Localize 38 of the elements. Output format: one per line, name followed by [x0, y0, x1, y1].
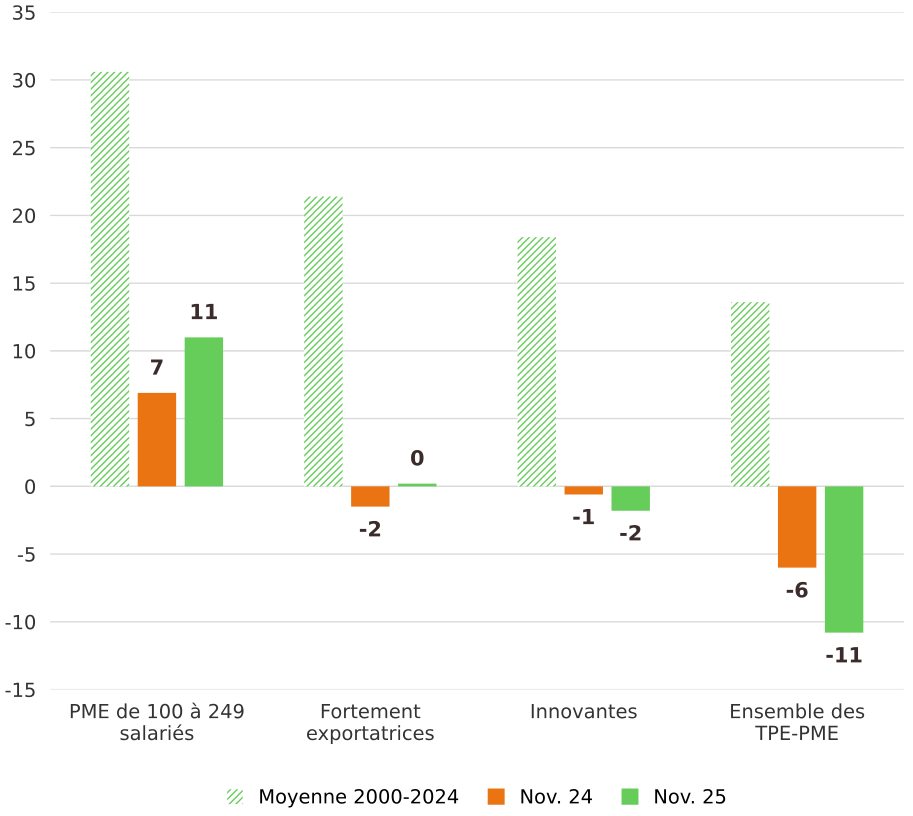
data-label: 11 [192, 304, 217, 320]
data-label: -6 [786, 582, 808, 598]
x-tick-label: Ensemble des TPE-PME [731, 703, 864, 740]
y-tick-label: 35 [13, 5, 35, 20]
data-label: -2 [360, 520, 380, 536]
legend-label: Moyenne 2000-2024 [260, 789, 458, 808]
bar [138, 392, 176, 486]
data-label: 0 [411, 450, 424, 466]
bar [518, 237, 556, 486]
data-label: -11 [826, 647, 862, 662]
legend-label: Nov. 25 [655, 789, 726, 804]
bar [304, 196, 343, 486]
y-tick-label: 25 [13, 140, 35, 156]
y-tick-label: 5 [25, 412, 35, 426]
bar [611, 486, 650, 511]
y-tick-label: 10 [14, 344, 36, 359]
y-tick-label: 0 [25, 479, 36, 494]
x-tick-label: Innovantes [532, 704, 637, 718]
x-tick-label: PME de 100 à 249 salariés [70, 702, 244, 740]
y-tick-label: -15 [6, 682, 35, 698]
y-tick-label: -10 [6, 614, 36, 630]
y-tick-label: 30 [13, 72, 36, 88]
bar [824, 486, 864, 633]
bar [398, 484, 436, 486]
bar [351, 486, 390, 507]
x-tick-label: Fortement exportatrices [307, 704, 434, 744]
bar [778, 486, 816, 568]
data-label: -2 [620, 524, 640, 540]
bar [90, 72, 130, 486]
legend-label: Nov. 24 [521, 789, 592, 804]
bar [184, 337, 224, 486]
y-tick-label: 15 [14, 276, 35, 291]
y-tick-label: 20 [13, 208, 36, 224]
bar [731, 302, 770, 486]
data-label: 7 [151, 359, 163, 375]
bar [564, 486, 603, 494]
y-tick-label: -5 [18, 547, 35, 562]
data-label: -1 [573, 508, 594, 524]
